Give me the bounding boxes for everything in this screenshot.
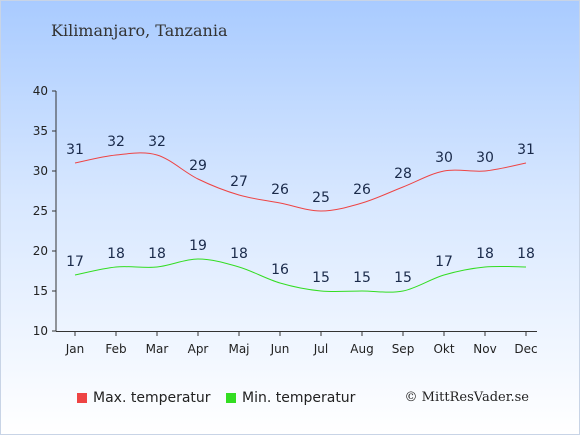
x-tick-label: Jun — [270, 342, 290, 356]
data-label: 32 — [148, 134, 166, 150]
x-tick-label: Jan — [65, 342, 85, 356]
data-label: 27 — [230, 174, 248, 190]
data-label: 18 — [517, 246, 535, 262]
data-label: 15 — [353, 270, 371, 286]
y-tick-label: 30 — [33, 164, 48, 178]
data-label: 31 — [66, 142, 84, 158]
data-label: 30 — [435, 150, 453, 166]
legend-label-min: Min. temperatur — [242, 390, 356, 406]
data-label: 31 — [517, 142, 535, 158]
y-tick-label: 20 — [33, 244, 48, 258]
data-label: 17 — [66, 254, 84, 270]
data-label: 18 — [230, 246, 248, 262]
data-label: 26 — [353, 182, 371, 198]
data-label: 17 — [435, 254, 453, 270]
data-label: 16 — [271, 262, 289, 278]
legend-label-max: Max. temperatur — [93, 390, 211, 406]
series-line-max — [74, 152, 527, 212]
data-label: 26 — [271, 182, 289, 198]
y-tick-label: 35 — [33, 124, 48, 138]
x-tick-label: Feb — [105, 342, 126, 356]
data-label: 15 — [394, 270, 412, 286]
legend-swatch-max — [77, 393, 87, 403]
x-tick-label: Mar — [146, 342, 169, 356]
legend-item-min: Min. temperatur — [226, 390, 355, 406]
data-label: 29 — [189, 158, 207, 174]
data-label: 28 — [394, 166, 412, 182]
legend-swatch-min — [226, 393, 236, 403]
data-label: 15 — [312, 270, 330, 286]
data-label: 18 — [148, 246, 166, 262]
x-tick-label: Okt — [433, 342, 454, 356]
data-label: 25 — [312, 190, 330, 206]
x-tick-label: Aug — [350, 342, 373, 356]
y-tick-label: 40 — [33, 84, 48, 98]
data-label: 30 — [476, 150, 494, 166]
y-tick-label: 15 — [33, 284, 48, 298]
y-tick-label: 10 — [33, 324, 48, 338]
series-line-min — [74, 258, 527, 293]
data-label: 32 — [107, 134, 125, 150]
x-tick-label: Maj — [228, 342, 249, 356]
x-tick-label: Jul — [313, 342, 328, 356]
x-tick-label: Dec — [514, 342, 537, 356]
legend-item-max: Max. temperatur — [77, 390, 211, 406]
data-label: 18 — [476, 246, 494, 262]
data-label: 18 — [107, 246, 125, 262]
x-tick-label: Nov — [473, 342, 496, 356]
x-tick-label: Sep — [392, 342, 415, 356]
copyright-text: © MittResVader.se — [404, 390, 529, 405]
data-label: 19 — [189, 238, 207, 254]
y-tick-label: 25 — [33, 204, 48, 218]
chart-title: Kilimanjaro, Tanzania — [51, 21, 228, 40]
x-tick-label: Apr — [188, 342, 209, 356]
